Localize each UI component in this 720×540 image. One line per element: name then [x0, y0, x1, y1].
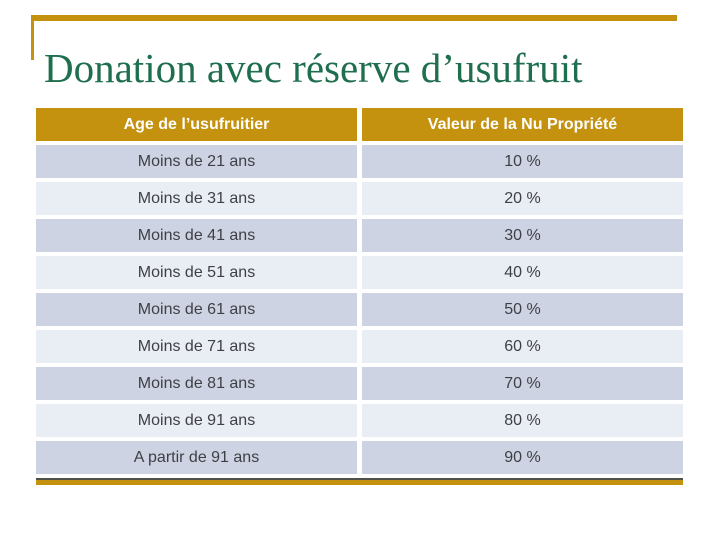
left-accent-line — [31, 15, 34, 60]
table-cell-value: 50 % — [362, 293, 683, 326]
table-cell-value: 80 % — [362, 404, 683, 437]
table-cell-age: Moins de 41 ans — [36, 219, 357, 252]
table-cell-age: Moins de 91 ans — [36, 404, 357, 437]
table-header-value: Valeur de la Nu Propriété — [362, 108, 683, 141]
table-cell-age: Moins de 31 ans — [36, 182, 357, 215]
table-row: Moins de 21 ans 10 % — [36, 145, 683, 178]
table-cell-value: 30 % — [362, 219, 683, 252]
table-row: Moins de 31 ans 20 % — [36, 182, 683, 215]
table-cell-value: 20 % — [362, 182, 683, 215]
table-row: Moins de 41 ans 30 % — [36, 219, 683, 252]
table-cell-age: Moins de 81 ans — [36, 367, 357, 400]
table-cell-value: 90 % — [362, 441, 683, 474]
table-cell-value: 70 % — [362, 367, 683, 400]
table-cell-age: A partir de 91 ans — [36, 441, 357, 474]
table-row: Moins de 51 ans 40 % — [36, 256, 683, 289]
table-cell-value: 60 % — [362, 330, 683, 363]
table-cell-age: Moins de 51 ans — [36, 256, 357, 289]
table-cell-age: Moins de 21 ans — [36, 145, 357, 178]
table-row: Moins de 61 ans 50 % — [36, 293, 683, 326]
table-cell-value: 10 % — [362, 145, 683, 178]
table-cell-value: 40 % — [362, 256, 683, 289]
table-row: Moins de 91 ans 80 % — [36, 404, 683, 437]
table-header-age: Age de l’usufruitier — [36, 108, 357, 141]
table-row: Moins de 81 ans 70 % — [36, 367, 683, 400]
page-title: Donation avec réserve d’usufruit — [44, 45, 583, 91]
usufruit-table: Age de l’usufruitier Valeur de la Nu Pro… — [36, 108, 683, 485]
table-cell-age: Moins de 71 ans — [36, 330, 357, 363]
table-row: A partir de 91 ans 90 % — [36, 441, 683, 474]
table-cell-age: Moins de 61 ans — [36, 293, 357, 326]
top-accent-bar — [31, 15, 677, 21]
table-bottom-border — [36, 478, 683, 485]
table-row: Moins de 71 ans 60 % — [36, 330, 683, 363]
table-header-row: Age de l’usufruitier Valeur de la Nu Pro… — [36, 108, 683, 141]
